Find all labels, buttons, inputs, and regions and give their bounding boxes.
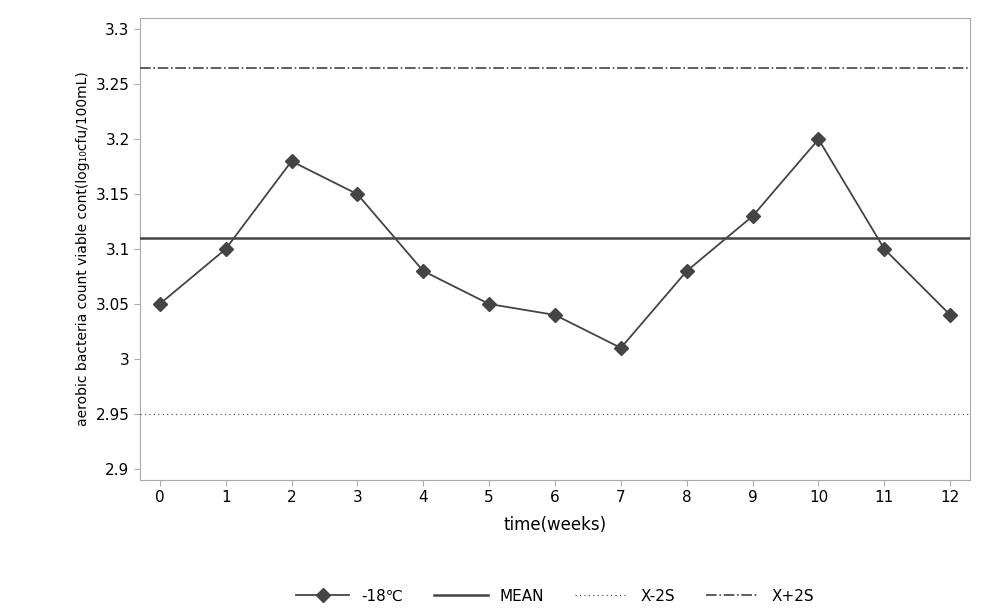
X-axis label: time(weeks): time(weeks) bbox=[503, 516, 607, 534]
Legend: -18℃, MEAN, X-2S, X+2S: -18℃, MEAN, X-2S, X+2S bbox=[290, 583, 820, 611]
Y-axis label: aerobic bacteria count viable cont(log₁₀cfu/100mL): aerobic bacteria count viable cont(log₁₀… bbox=[76, 72, 90, 426]
